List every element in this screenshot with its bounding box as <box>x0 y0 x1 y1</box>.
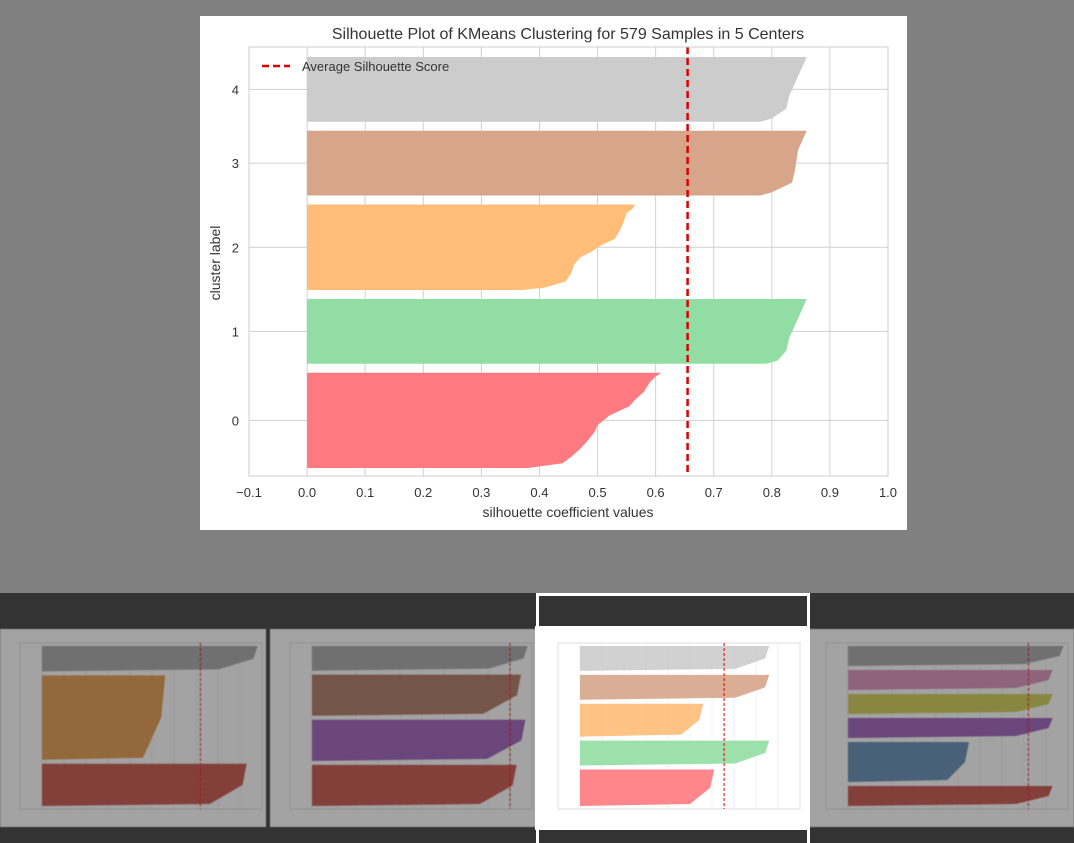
thumbnail-k6-cluster-5 <box>848 646 1064 666</box>
thumbnail-k4-cluster-1 <box>312 719 526 761</box>
x-tick-label: 0.8 <box>763 485 781 500</box>
x-tick-label: −0.1 <box>236 485 262 500</box>
thumbnail-k6-cluster-0 <box>848 786 1053 806</box>
thumbnail-k3-cluster-2 <box>42 646 258 672</box>
thumbnail-k6-cluster-3 <box>848 694 1053 714</box>
x-tick-label: 0.6 <box>647 485 665 500</box>
legend: Average Silhouette Score <box>262 59 449 74</box>
chart-title: Silhouette Plot of KMeans Clustering for… <box>332 26 804 43</box>
thumbnail-k5-cluster-2 <box>580 703 704 737</box>
x-tick-label: 0.2 <box>414 485 432 500</box>
cluster-0-silhouette <box>307 372 662 468</box>
thumbnail-k6[interactable] <box>806 629 1074 827</box>
thumbnail-k4-cluster-2 <box>312 674 521 716</box>
x-tick-label: 0.0 <box>298 485 316 500</box>
thumbnail-k6-cluster-1 <box>848 742 969 782</box>
thumbnail-k5-cluster-0 <box>580 769 715 806</box>
x-tick-label: 0.1 <box>356 485 374 500</box>
x-tick-label: 0.9 <box>821 485 839 500</box>
thumbnail-k3[interactable] <box>0 629 266 827</box>
legend-label: Average Silhouette Score <box>302 59 449 74</box>
thumbnail-k3-cluster-0 <box>42 763 247 806</box>
x-tick-label: 1.0 <box>879 485 897 500</box>
x-tick-label: 0.4 <box>530 485 548 500</box>
thumbnail-k5-cluster-1 <box>580 740 770 766</box>
cluster-3-silhouette <box>307 130 807 196</box>
y-tick-label: 3 <box>232 156 239 171</box>
thumbnail-strip <box>0 593 1074 843</box>
x-tick-label: 0.3 <box>472 485 490 500</box>
thumbnail-k5-cluster-4 <box>580 646 770 671</box>
x-tick-label: 0.5 <box>589 485 607 500</box>
plot-frame <box>248 46 889 477</box>
y-tick-label: 0 <box>232 413 239 428</box>
thumbnail-k5[interactable] <box>535 626 807 830</box>
thumbnail-k5-cluster-3 <box>580 674 770 700</box>
y-tick-label: 4 <box>232 82 239 97</box>
x-axis-label: silhouette coefficient values <box>483 504 654 520</box>
thumbnail-k4-cluster-0 <box>312 764 517 806</box>
cluster-1-silhouette <box>307 299 807 364</box>
x-tick-label: 0.7 <box>705 485 723 500</box>
cluster-2-silhouette <box>307 204 636 290</box>
y-axis-label: cluster label <box>207 226 223 301</box>
thumbnail-k6-cluster-2 <box>848 718 1053 738</box>
thumbnail-k4[interactable] <box>270 629 536 827</box>
cluster-4-silhouette <box>307 57 807 122</box>
y-tick-label: 1 <box>232 324 239 339</box>
silhouette-chart: −0.1 0.0 0.1 0.2 0.3 0.4 0.5 0.6 0.7 0.8 0.9 1.0 0 1… <box>200 16 907 530</box>
thumbnail-k6-cluster-4 <box>848 670 1053 690</box>
thumbnail-k3-cluster-1 <box>42 675 166 760</box>
thumbnail-k4-cluster-3 <box>312 646 528 671</box>
y-tick-label: 2 <box>232 240 239 255</box>
